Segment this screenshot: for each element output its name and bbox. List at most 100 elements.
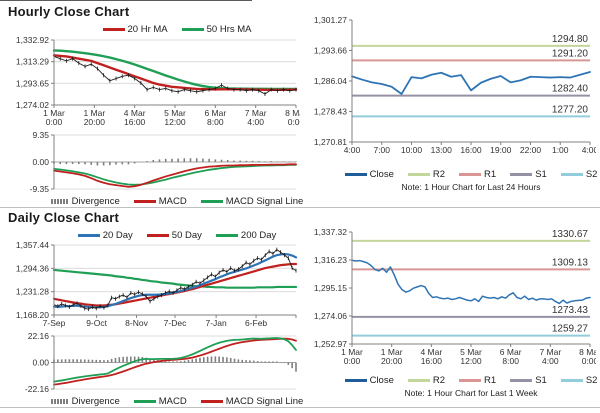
legend-item-200-day: 200 Day	[215, 229, 277, 241]
section-divider	[0, 207, 600, 208]
svg-text:16:00: 16:00	[124, 117, 146, 127]
svg-text:1,274.06: 1,274.06	[314, 311, 347, 321]
hourly-macd-legend: Divergence MACD MACD Signal Line	[8, 195, 303, 207]
legend-label: 20 Day	[102, 229, 133, 241]
svg-text:8:00: 8:00	[207, 117, 224, 127]
hourly-chart-title: Hourly Close Chart	[8, 4, 130, 19]
intraday-24h-legend: Close R2 R1 S1 S2	[304, 168, 597, 180]
hourly-macd-chart: 9.35 0.00 -9.35	[30, 131, 297, 194]
legend-label: Divergence	[71, 195, 120, 207]
legend-item-s1: S1	[510, 169, 547, 180]
daily-ma-legend: 20 Day 50 Day 200 Day	[8, 229, 300, 241]
svg-text:1,301.27: 1,301.27	[314, 15, 347, 25]
intraday-week-chart: 1330.67 1309.13 1273.43 1259.27 1,337.32 1,31…	[314, 227, 596, 366]
svg-text:1259.27: 1259.27	[552, 324, 589, 335]
svg-text:4:00: 4:00	[542, 356, 559, 366]
svg-text:9-Oct: 9-Oct	[86, 318, 107, 328]
svg-text:8 Mar: 8 Mar	[285, 108, 300, 118]
svg-text:5 Mar: 5 Mar	[460, 347, 482, 357]
svg-text:7:00: 7:00	[373, 145, 390, 155]
svg-text:1,294.36: 1,294.36	[16, 263, 49, 273]
svg-text:20:00: 20:00	[381, 356, 403, 366]
svg-text:1,337.32: 1,337.32	[314, 227, 347, 237]
svg-text:1:00: 1:00	[552, 145, 569, 155]
svg-text:1277.20: 1277.20	[552, 104, 589, 115]
svg-text:1291.20: 1291.20	[552, 48, 589, 59]
legend-label: MACD	[158, 395, 187, 407]
svg-text:0:00: 0:00	[344, 356, 361, 366]
svg-text:1,357.44: 1,357.44	[16, 241, 49, 250]
legend-swatch	[510, 378, 533, 382]
svg-text:0:00: 0:00	[582, 356, 596, 366]
svg-text:1,313.29: 1,313.29	[16, 57, 49, 67]
legend-item-20-day: 20 Day	[77, 229, 133, 241]
svg-text:9.35: 9.35	[32, 131, 49, 140]
legend-item-r2: R2	[407, 375, 445, 386]
legend-label: MACD Signal Line	[225, 195, 304, 207]
svg-text:1309.13: 1309.13	[552, 257, 589, 268]
legend-item-s2: S2	[560, 374, 598, 386]
svg-text:22.16: 22.16	[28, 333, 50, 341]
legend-swatch	[200, 399, 223, 403]
svg-text:0:00: 0:00	[46, 117, 63, 127]
legend-swatch	[102, 27, 125, 31]
legend-swatch	[200, 199, 223, 203]
legend-item-macd-signal-line: MACD Signal Line	[200, 195, 304, 207]
svg-text:8 Mar: 8 Mar	[579, 347, 596, 357]
legend-swatch	[560, 172, 583, 176]
daily-chart-title: Daily Close Chart	[8, 210, 120, 225]
intraday-week-panel: 1330.67 1309.13 1273.43 1259.27 1,337.32 1,31…	[304, 226, 598, 398]
daily-close-chart: 1,357.44 1,294.36 1,231.28 1,168.207-Sep 9-O…	[16, 241, 298, 328]
hourly-ma-legend: 20 Hr MA 50 Hrs MA	[8, 23, 300, 35]
hourly-close-panel: Hourly Close Chart 20 Hr MA 50 Hrs MA 1,3…	[8, 4, 303, 207]
svg-text:22:00: 22:00	[520, 145, 542, 155]
legend-item-close: Close	[344, 168, 394, 180]
legend-item-20-hr-ma: 20 Hr MA	[102, 24, 168, 35]
legend-label: S1	[535, 374, 547, 386]
legend-item-r2: R2	[407, 168, 446, 180]
legend-item-s1: S1	[510, 375, 547, 386]
legend-swatch	[344, 172, 367, 176]
svg-text:20:00: 20:00	[84, 117, 106, 127]
daily-macd-legend: Divergence MACD MACD Signal Line	[8, 395, 303, 407]
svg-text:1 Mar: 1 Mar	[381, 347, 403, 357]
legend-item-s2: S2	[560, 169, 597, 180]
svg-text:-22.16: -22.16	[25, 384, 49, 394]
legend-label: 200 Day	[240, 229, 277, 241]
svg-text:0:00: 0:00	[288, 117, 300, 127]
svg-text:12:00: 12:00	[164, 117, 186, 127]
svg-text:1,278.43: 1,278.43	[314, 106, 347, 116]
daily-close-panel: Daily Close Chart 20 Day 50 Day 200 Day 1,…	[8, 210, 303, 407]
svg-text:7-Dec: 7-Dec	[164, 318, 187, 328]
svg-text:4:00: 4:00	[582, 145, 596, 155]
intraday-24h-chart: 1294.80 1291.20 1282.40 1277.20 1,301.27 1,29…	[314, 15, 596, 155]
intraday-week-legend: Close R2 R1 S1 S2	[304, 374, 598, 386]
intraday-24h-panel: 1294.80 1291.20 1282.40 1277.20 1,301.27 1,29…	[304, 12, 598, 192]
legend-swatch	[459, 172, 482, 176]
legend-label: Divergence	[71, 395, 120, 407]
legend-swatch	[77, 233, 100, 237]
legend-item-divergence: Divergence	[50, 195, 120, 207]
svg-text:0.00: 0.00	[32, 157, 49, 167]
svg-text:1330.67: 1330.67	[552, 229, 589, 240]
legend-label: R1	[484, 168, 497, 180]
daily-macd-chart: 22.16 0.00 -22.16	[25, 333, 297, 394]
svg-text:1 Mar: 1 Mar	[83, 108, 105, 118]
legend-label: Close	[369, 168, 394, 180]
svg-text:6 Mar: 6 Mar	[204, 108, 226, 118]
legend-item-divergence: Divergence	[50, 395, 120, 407]
svg-text:10:00: 10:00	[401, 145, 423, 155]
bottom-divider	[0, 407, 600, 408]
svg-text:7-Jan: 7-Jan	[206, 318, 228, 328]
legend-swatch	[133, 199, 156, 203]
legend-swatch	[146, 233, 169, 237]
svg-text:4 Mar: 4 Mar	[124, 108, 146, 118]
legend-label: R2	[432, 168, 446, 180]
svg-text:7-Sep: 7-Sep	[43, 318, 66, 328]
legend-label: Close	[369, 374, 394, 386]
svg-text:1,293.66: 1,293.66	[314, 45, 347, 55]
legend-label: S2	[585, 374, 598, 386]
svg-text:4:00: 4:00	[344, 145, 361, 155]
svg-text:1 Mar: 1 Mar	[341, 347, 363, 357]
legend-label: S1	[535, 168, 547, 180]
